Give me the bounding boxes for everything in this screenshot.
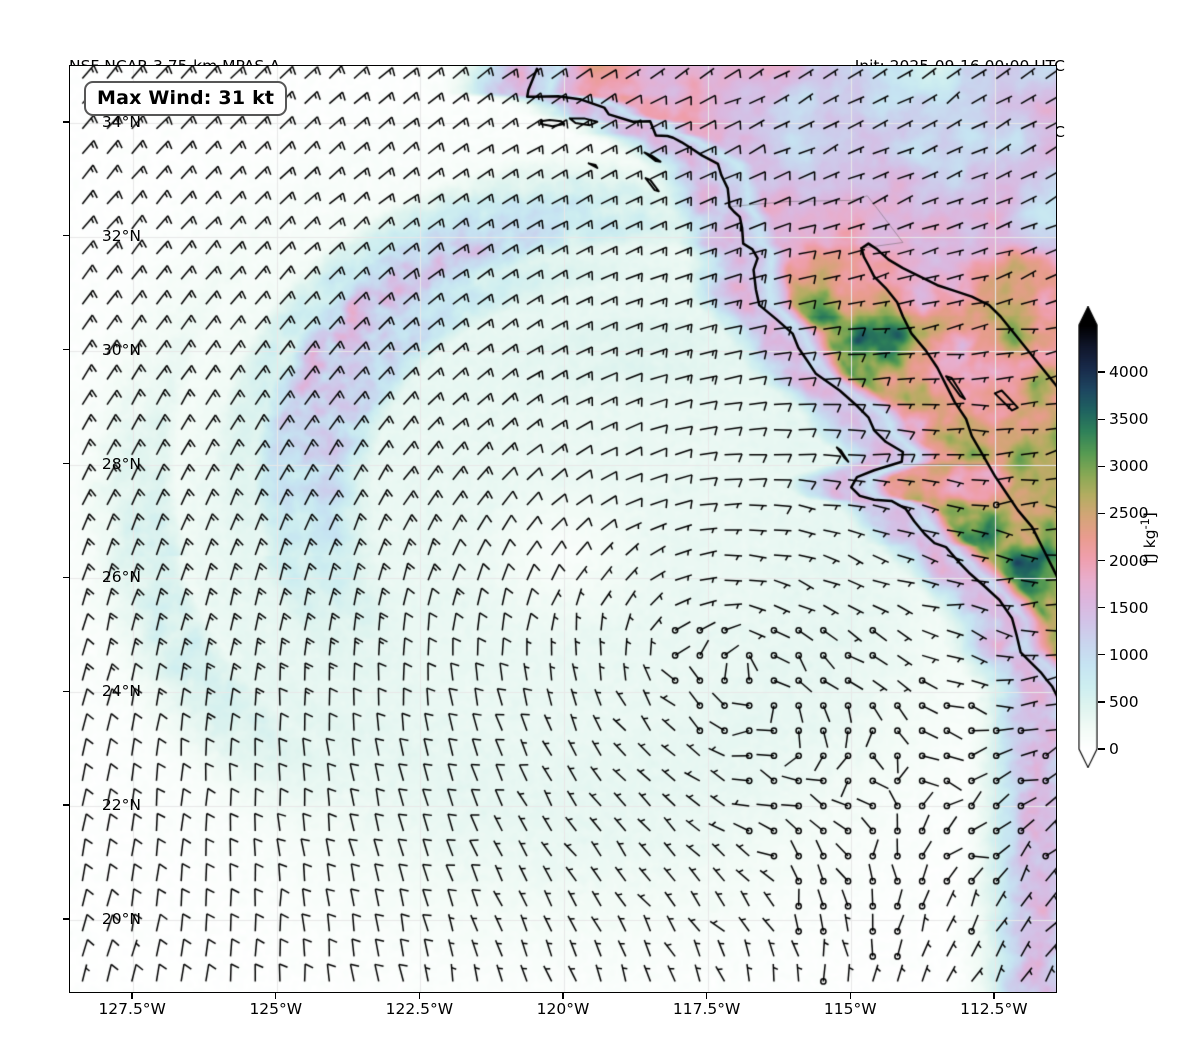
colorbar-label-text: [J kg	[1141, 529, 1159, 564]
colorbar-tick-label: 1500	[1109, 598, 1149, 617]
y-axis-tick-mark	[63, 121, 69, 123]
y-axis-tick-mark	[63, 348, 69, 351]
colorbar-tick-mark	[1098, 701, 1105, 703]
y-axis-tick-mark	[63, 235, 69, 237]
colorbar-tick-label: 2500	[1109, 504, 1149, 523]
colorbar-tick-label: 2000	[1109, 551, 1149, 570]
colorbar[interactable]	[1078, 306, 1098, 768]
colorbar-tick-mark	[1098, 559, 1105, 562]
y-axis-tick-label: 26°N	[101, 568, 141, 587]
y-axis-tick-mark	[63, 576, 69, 579]
y-axis-tick-label: 30°N	[101, 340, 141, 359]
colorbar-tick-mark	[1098, 512, 1105, 515]
y-axis-tick-label: 20°N	[101, 909, 141, 928]
y-axis-tick-label: 32°N	[101, 226, 141, 245]
x-axis-tick-mark	[131, 993, 133, 999]
x-axis-tick-label: 127.5°W	[98, 1000, 166, 1018]
y-axis-tick-label: 34°N	[101, 112, 141, 131]
colorbar-tick-label: 3500	[1109, 410, 1149, 429]
y-axis-tick-mark	[63, 462, 69, 465]
max-wind-badge: Max Wind: 31 kt	[84, 81, 288, 116]
x-axis-tick-label: 112.5°W	[960, 1000, 1028, 1018]
x-axis-tick-label: 125°W	[249, 1000, 303, 1018]
colorbar-tick-label: 500	[1109, 692, 1139, 711]
y-axis-tick-label: 28°N	[101, 454, 141, 473]
y-axis-tick-label: 24°N	[101, 682, 141, 701]
x-axis-tick-mark	[418, 993, 421, 999]
y-axis-tick-mark	[63, 804, 69, 806]
x-axis-tick-mark	[849, 993, 851, 999]
y-axis-tick-label: 22°N	[101, 796, 141, 815]
colorbar-tick-mark	[1098, 748, 1105, 750]
colorbar-tick-mark	[1098, 465, 1105, 468]
x-axis-tick-label: 122.5°W	[385, 1000, 454, 1018]
colorbar-label-close: ]	[1141, 512, 1159, 519]
colorbar-label-exponent: -1	[1138, 518, 1152, 530]
x-axis-tick-mark	[275, 993, 277, 999]
colorbar-tick-mark	[1098, 418, 1105, 420]
x-axis-tick-mark	[993, 993, 995, 999]
colorbar-gradient	[1078, 306, 1098, 768]
colorbar-tick-label: 0	[1109, 740, 1119, 758]
map-plot-area[interactable]: Max Wind: 31 kt	[69, 65, 1057, 993]
cape-field-canvas	[70, 66, 1056, 992]
x-axis-tick-label: 117.5°W	[672, 1000, 741, 1018]
x-axis-tick-mark	[705, 993, 708, 999]
colorbar-tick-mark	[1098, 654, 1105, 656]
x-axis-tick-label: 115°W	[823, 1000, 877, 1018]
y-axis-tick-mark	[63, 690, 69, 692]
y-axis-tick-mark	[63, 918, 69, 920]
colorbar-tick-mark	[1098, 371, 1105, 373]
colorbar-tick-mark	[1098, 606, 1105, 609]
colorbar-axis-label: [J kg-1]	[1138, 512, 1159, 564]
colorbar-tick-label: 4000	[1109, 363, 1149, 382]
x-axis-tick-label: 120°W	[536, 1000, 590, 1018]
colorbar-tick-label: 3000	[1109, 457, 1149, 476]
x-axis-tick-mark	[562, 993, 564, 999]
colorbar-tick-label: 1000	[1109, 645, 1149, 664]
